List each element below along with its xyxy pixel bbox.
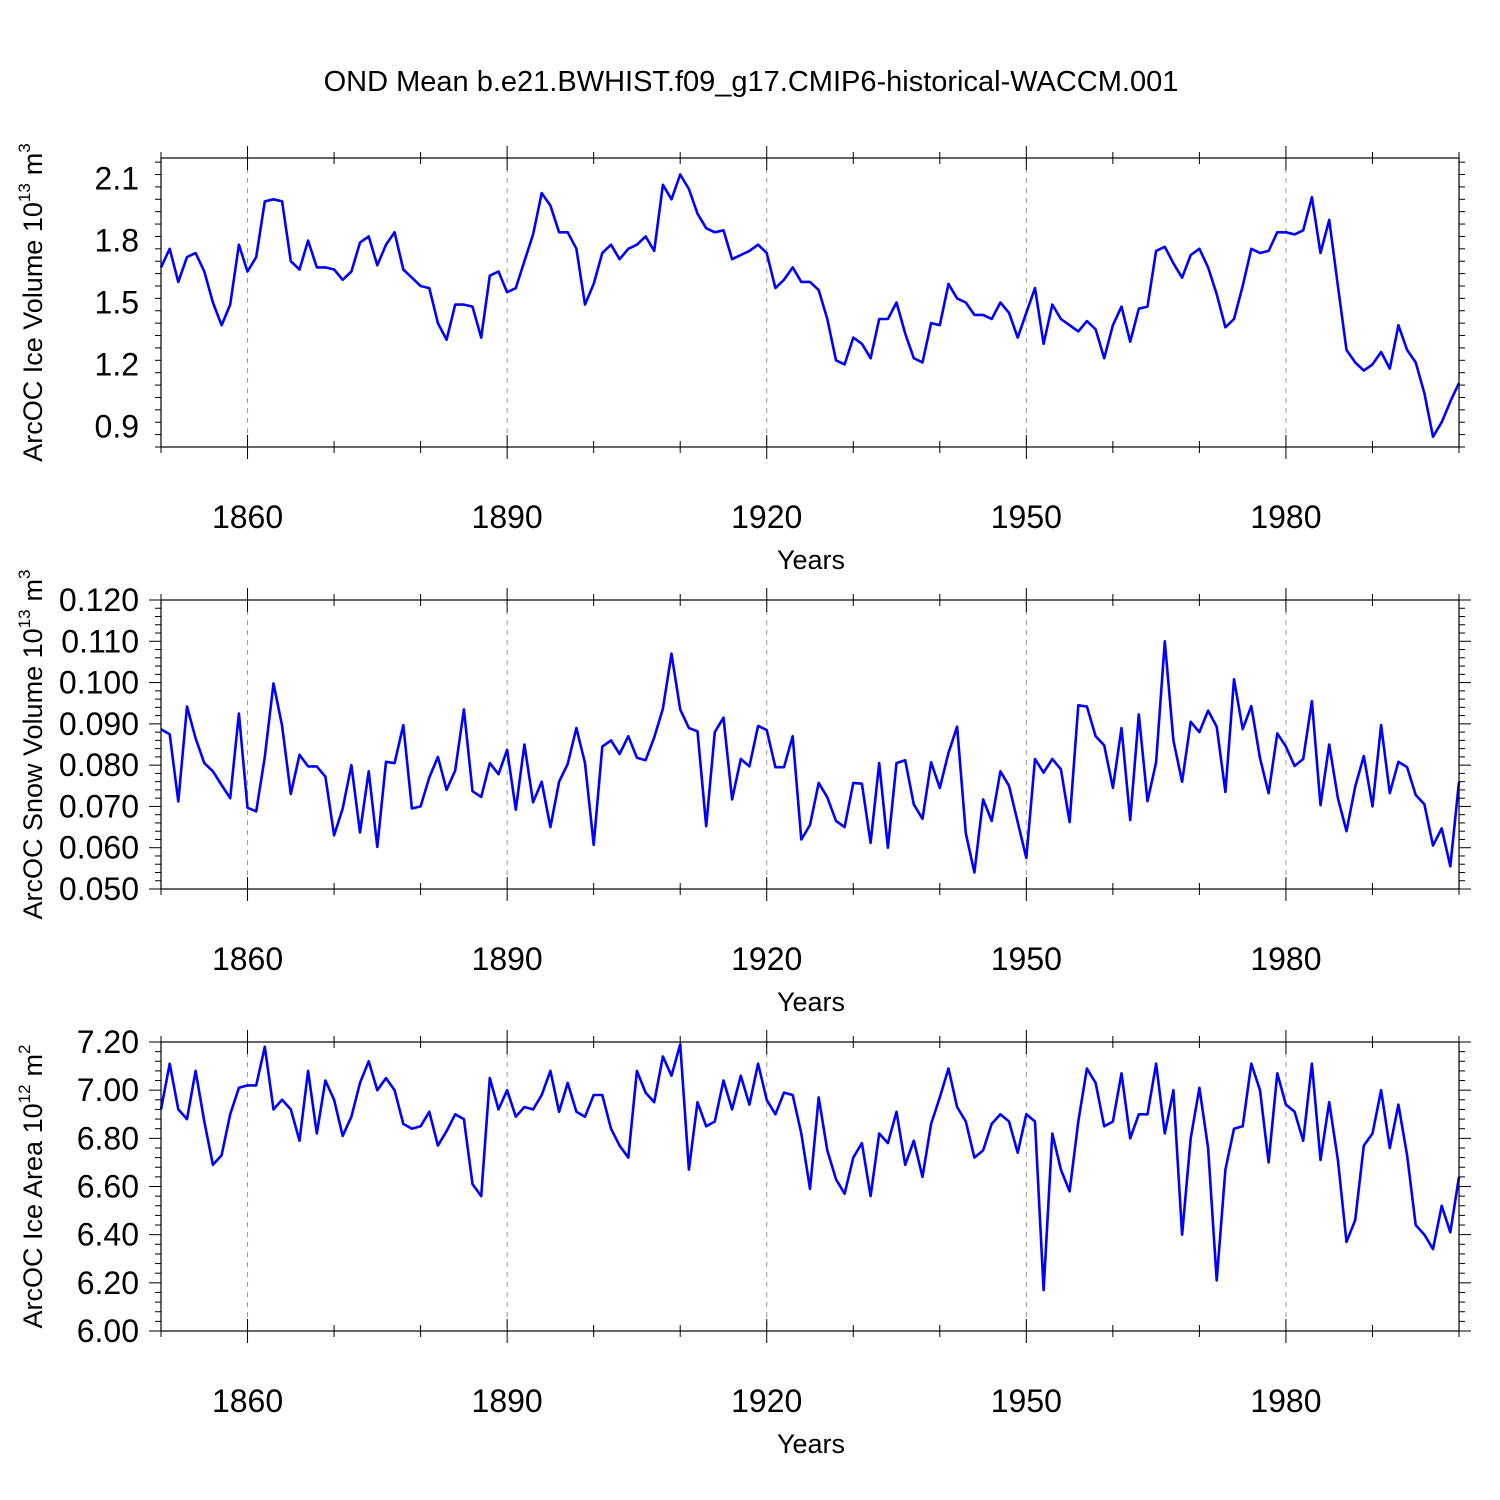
y-axis-title: ArcOC Snow Volume 1013 m3: [15, 569, 48, 919]
series-line: [159, 173, 1461, 439]
x-tick-label: 1920: [731, 941, 802, 977]
y-tick-label: 0.9: [95, 408, 139, 444]
y-tick-label: 6.20: [77, 1265, 139, 1301]
y-axis-title: ArcOC Ice Volume 1013 m3: [15, 143, 48, 462]
y-tick-label: 0.060: [59, 830, 139, 866]
x-tick-label: 1980: [1250, 941, 1321, 977]
y-axis-title-part: m: [18, 1054, 48, 1077]
plot-frame: [160, 157, 1460, 448]
y-tick-label: 7.00: [77, 1072, 139, 1108]
series-line: [160, 639, 1461, 874]
x-axis-title: Years: [777, 1429, 845, 1459]
x-tick-label: 1890: [472, 499, 543, 535]
y-axis-title-superscript: 3: [15, 143, 34, 152]
y-tick-label: 1.5: [95, 285, 139, 321]
y-tick-label: 1.2: [95, 346, 139, 382]
y-tick-label: 6.00: [77, 1313, 139, 1349]
y-tick-label: 6.80: [77, 1120, 139, 1156]
x-tick-label: 1860: [212, 1383, 283, 1419]
y-tick-label: 1.8: [95, 223, 139, 259]
y-axis-title-part: ArcOC Ice Area 10: [18, 1103, 48, 1328]
y-axis-title-superscript: 2: [15, 1045, 34, 1054]
y-tick-label: 0.090: [59, 706, 139, 742]
y-tick-label: 6.40: [77, 1217, 139, 1253]
x-tick-label: 1860: [212, 941, 283, 977]
y-axis-title-part: ArcOC Ice Volume 10: [18, 202, 48, 462]
x-tick-label: 1890: [472, 1383, 543, 1419]
y-tick-label: 0.050: [59, 871, 139, 907]
plot-frame: [160, 1041, 1460, 1332]
x-tick-label: 1980: [1250, 1383, 1321, 1419]
y-tick-label: 2.1: [95, 161, 139, 197]
panel-2: 1860 1890 1920 1950 1980 0.050 0.060 0.070 0.080…: [15, 569, 1471, 1017]
x-axis-title: Years: [777, 987, 845, 1017]
panel-3: 1860 1890 1920 1950 1980 6.00 6.20 6.40 6.60 6.80…: [15, 1024, 1471, 1459]
y-tick-label: 0.110: [61, 623, 139, 659]
x-tick-label: 1860: [212, 499, 283, 535]
panels: 1860 1890 1920 1950 1980 0.9 1.2 1.5 1.8 2.1 Years…: [15, 143, 1471, 1459]
y-axis-title-superscript: 13: [15, 609, 34, 628]
y-axis-title-superscript: 13: [15, 183, 34, 202]
y-tick-label: 7.20: [77, 1024, 139, 1060]
x-axis-title: Years: [777, 545, 845, 575]
y-axis-title-part: m: [18, 579, 48, 602]
y-axis-title-part: m: [18, 153, 48, 176]
x-tick-label: 1950: [991, 499, 1062, 535]
y-axis-title: ArcOC Ice Area 1012 m2: [15, 1045, 48, 1329]
x-tick-label: 1980: [1250, 499, 1321, 535]
y-axis-title-part: ArcOC Snow Volume 10: [18, 628, 48, 919]
x-tick-label: 1920: [731, 1383, 802, 1419]
y-tick-label: 0.120: [59, 582, 139, 618]
x-tick-label: 1950: [991, 941, 1062, 977]
x-tick-label: 1950: [991, 1383, 1062, 1419]
y-tick-label: 0.070: [59, 788, 139, 824]
panel-1: 1860 1890 1920 1950 1980 0.9 1.2 1.5 1.8 2.1 Years…: [15, 143, 1465, 575]
y-tick-label: 0.100: [59, 665, 139, 701]
y-axis-title-superscript: 12: [15, 1084, 34, 1103]
y-tick-label: 6.60: [77, 1169, 139, 1205]
series-line: [159, 1043, 1461, 1292]
plot-frame: [160, 599, 1460, 890]
figure-title: OND Mean b.e21.BWHIST.f09_g17.CMIP6-hist…: [324, 66, 1179, 98]
y-axis-title-superscript: 3: [15, 569, 34, 578]
x-tick-label: 1920: [731, 499, 802, 535]
x-tick-label: 1890: [472, 941, 543, 977]
y-tick-label: 0.080: [59, 747, 139, 783]
